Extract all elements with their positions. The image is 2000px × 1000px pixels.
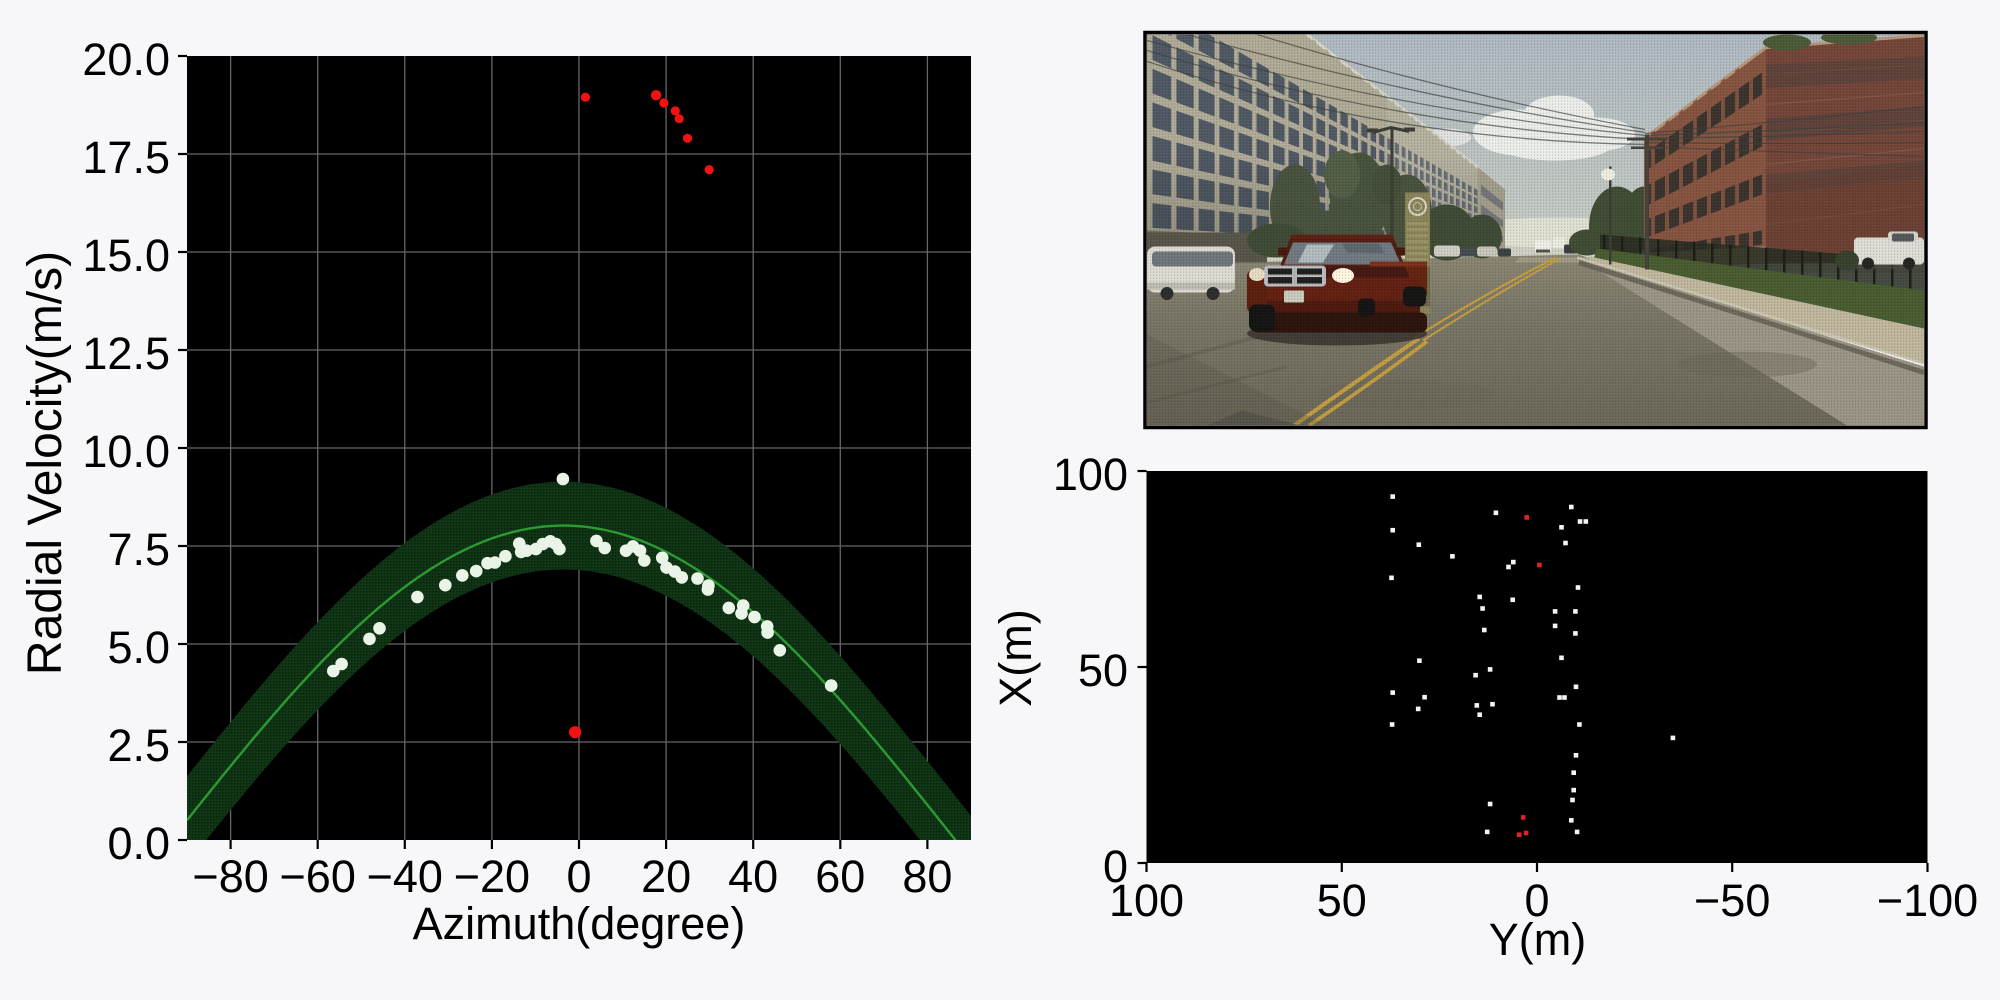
svg-text:0.0: 0.0 (107, 818, 170, 869)
svg-text:−20: −20 (454, 851, 530, 902)
svg-text:60: 60 (815, 851, 865, 902)
svg-text:Radial Velocity(m/s): Radial Velocity(m/s) (19, 251, 72, 675)
svg-text:20: 20 (641, 851, 691, 902)
svg-text:0: 0 (1103, 841, 1128, 892)
svg-text:−40: −40 (367, 851, 443, 902)
svg-text:0: 0 (1524, 875, 1549, 926)
svg-text:−80: −80 (192, 851, 268, 902)
svg-text:100: 100 (1053, 449, 1128, 500)
svg-text:10.0: 10.0 (82, 426, 170, 477)
svg-text:Y(m): Y(m) (1489, 914, 1586, 965)
svg-text:12.5: 12.5 (82, 328, 170, 379)
svg-text:0: 0 (566, 851, 591, 902)
svg-text:50: 50 (1078, 645, 1128, 696)
svg-text:−50: −50 (1694, 875, 1770, 926)
svg-text:5.0: 5.0 (107, 622, 170, 673)
svg-text:15.0: 15.0 (82, 230, 170, 281)
svg-text:40: 40 (728, 851, 778, 902)
svg-text:−100: −100 (1877, 875, 1978, 926)
svg-text:Azimuth(degree): Azimuth(degree) (413, 898, 746, 949)
svg-text:80: 80 (902, 851, 952, 902)
svg-text:7.5: 7.5 (107, 524, 170, 575)
svg-text:20.0: 20.0 (82, 34, 170, 85)
svg-text:50: 50 (1317, 875, 1367, 926)
svg-text:17.5: 17.5 (82, 132, 170, 183)
svg-text:2.5: 2.5 (107, 720, 170, 771)
svg-text:100: 100 (1109, 875, 1184, 926)
svg-text:X(m): X(m) (990, 609, 1041, 706)
svg-text:−60: −60 (280, 851, 356, 902)
